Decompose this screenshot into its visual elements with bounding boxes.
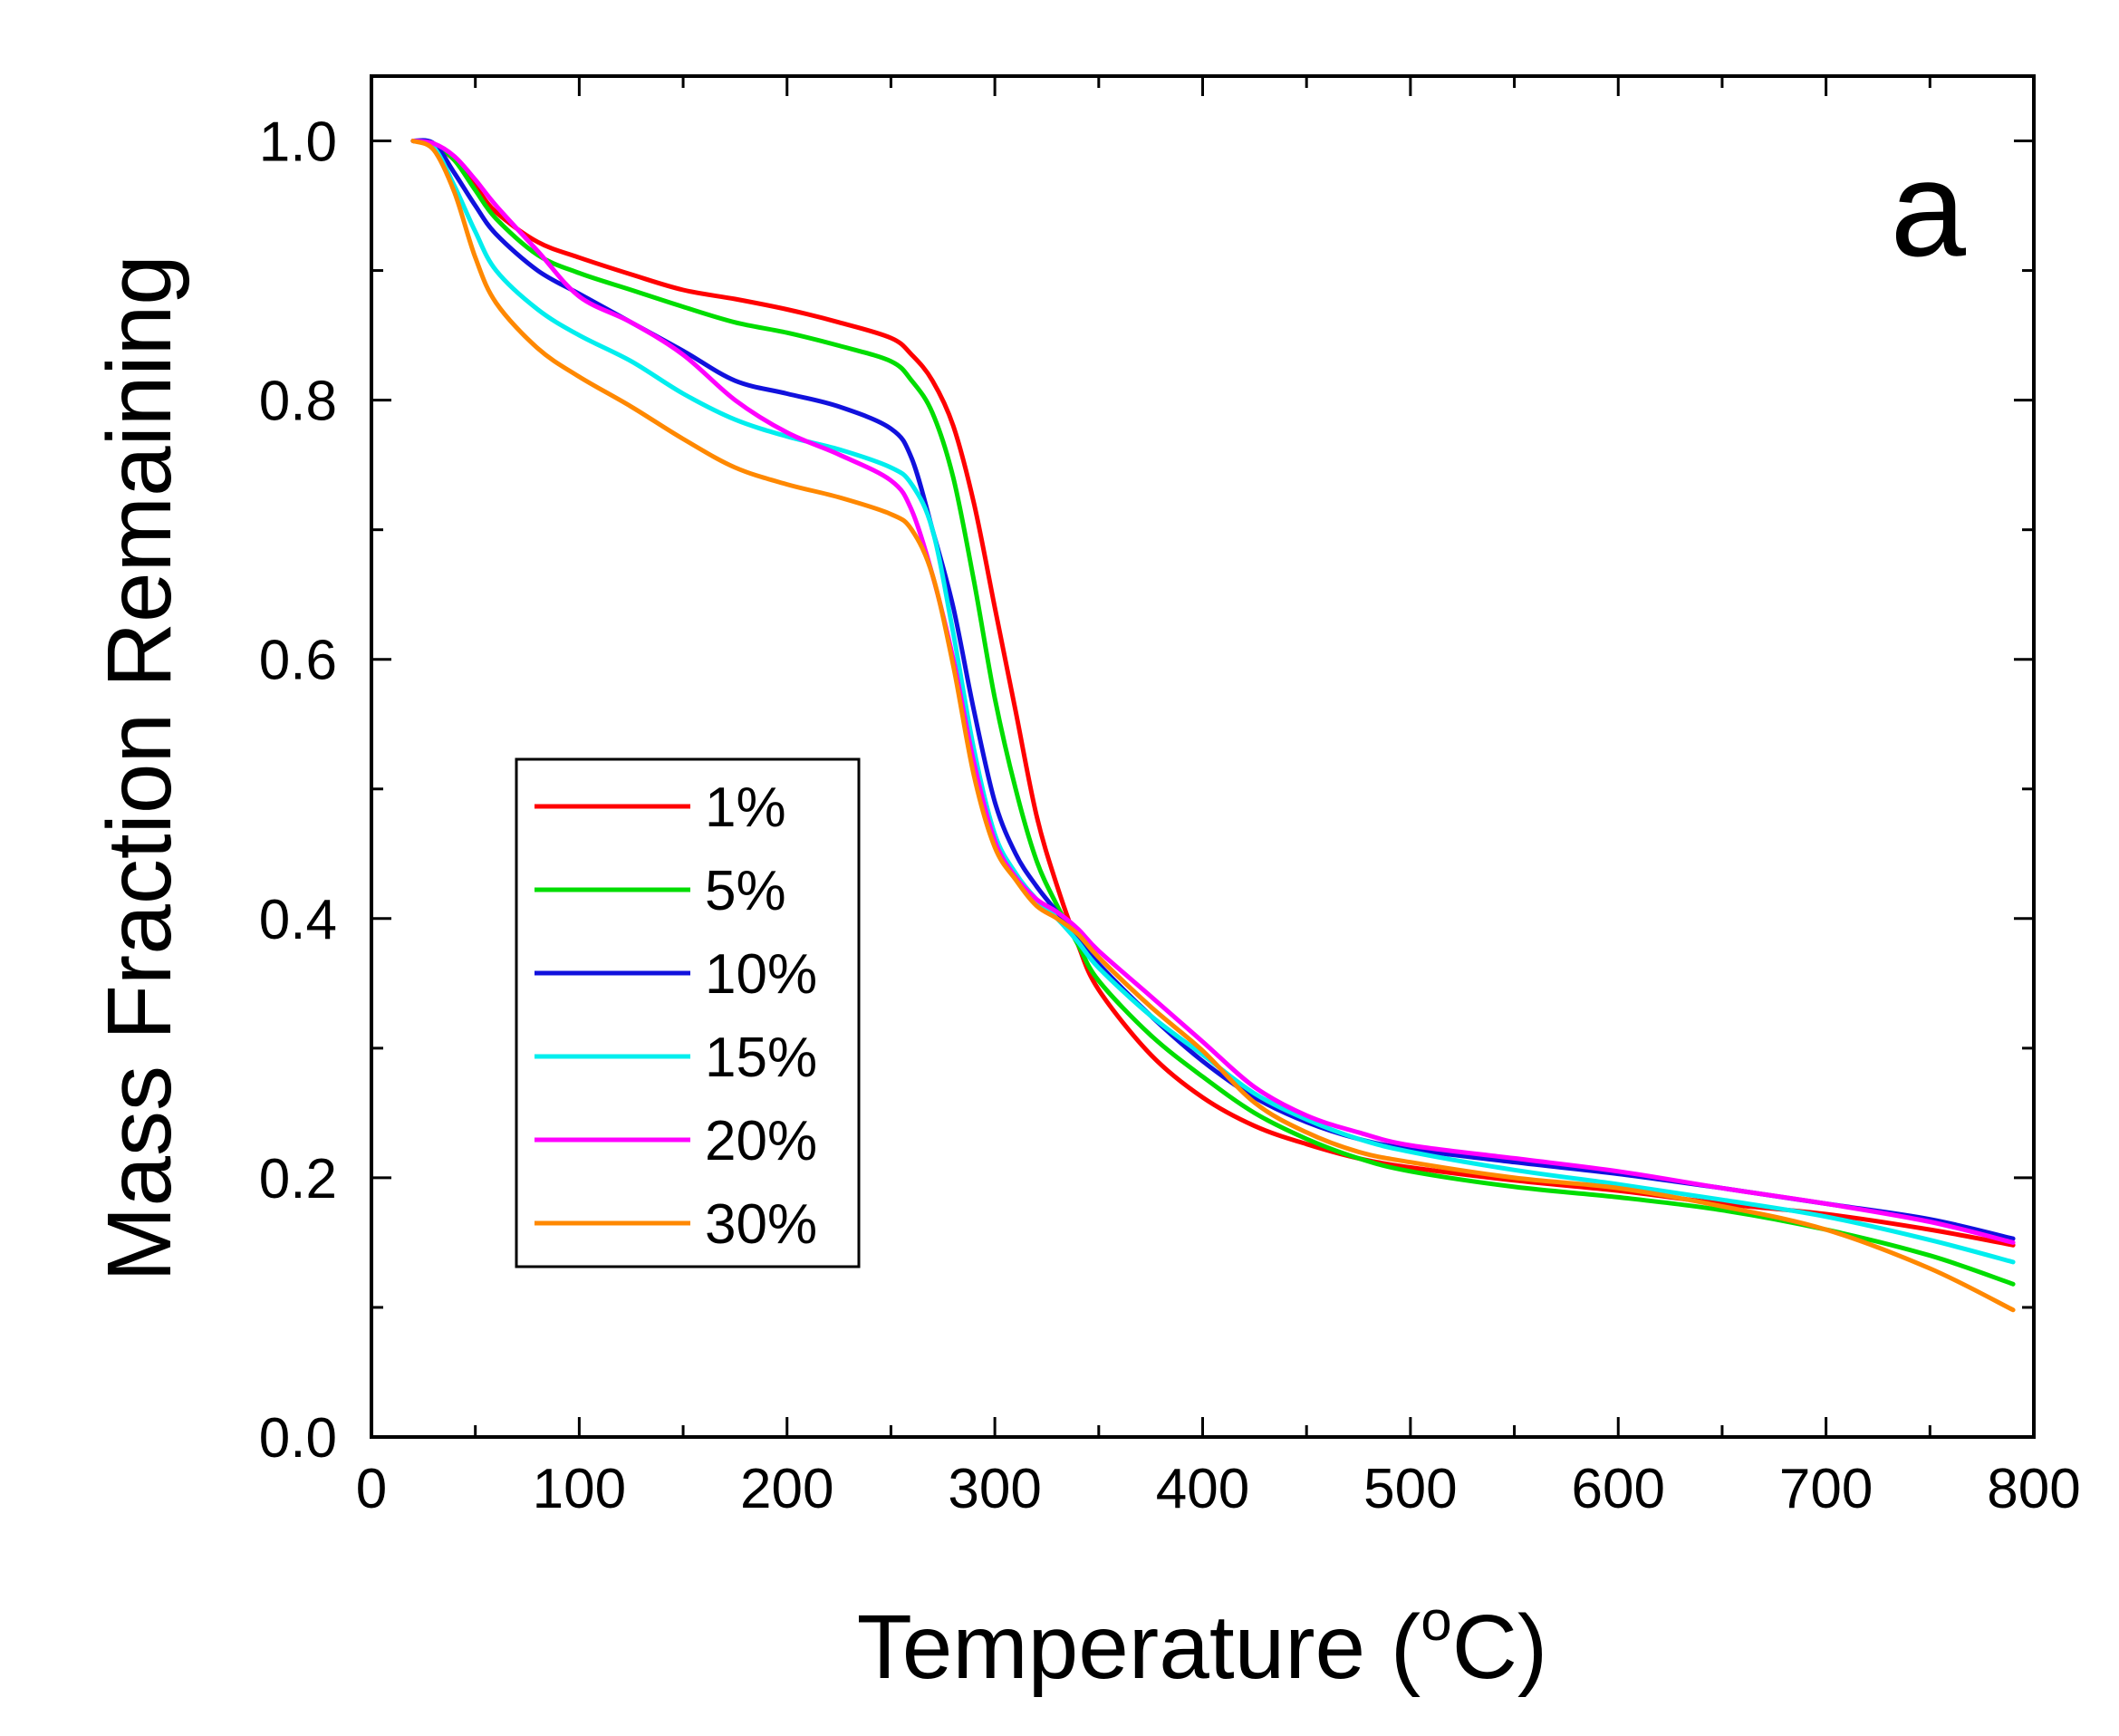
x-tick-label: 600 [1572,1458,1665,1520]
series-line-4 [410,139,2016,1265]
y-tick-label: 1.0 [259,111,337,174]
x-axis-title-degree: o [1421,1590,1451,1653]
legend-label: 5% [705,860,786,922]
axis-ticks [370,76,2036,1439]
x-tick-label: 0 [356,1458,387,1520]
y-tick-label: 0.6 [259,630,337,692]
legend-box [515,757,861,1268]
panel-label: a [1891,132,1967,285]
series-line-3 [410,138,2016,1241]
x-axis-title-main: Temperature ( [857,1596,1421,1698]
series-line-5 [410,139,2016,1245]
series-line-2 [410,139,2016,1287]
y-tick-label: 0.0 [259,1407,337,1470]
x-axis-title-unit: C) [1452,1596,1548,1698]
legend: 1% 5% 10% 15% 20% 30% [515,757,861,1268]
legend-items: 1% 5% 10% 15% 20% 30% [535,776,817,1256]
series-line-1 [410,139,2016,1248]
y-tick-label: 0.2 [259,1148,337,1210]
x-tick-label: 300 [948,1458,1041,1520]
legend-label: 10% [705,943,817,1006]
legend-label: 30% [705,1193,817,1256]
x-tick-label: 400 [1156,1458,1249,1520]
x-tick-label: 200 [740,1458,833,1520]
series-lines [410,138,2016,1313]
legend-label: 20% [705,1110,817,1172]
x-tick-label: 800 [1987,1458,2080,1520]
legend-label: 15% [705,1027,817,1089]
series-line-6 [410,139,2016,1313]
y-tick-label: 0.4 [259,889,337,951]
x-tick-label: 700 [1779,1458,1873,1520]
y-tick-label: 0.8 [259,371,337,433]
x-axis-title: Temperature (oC) [857,1590,1547,1698]
y-tick-labels: 0.0 0.2 0.4 0.6 0.8 1.0 [259,111,337,1470]
y-axis-title: Mass Fraction Remaining [89,255,190,1282]
x-tick-labels: 0 100 200 300 400 500 600 700 800 [356,1458,2081,1520]
x-tick-label: 500 [1363,1458,1457,1520]
legend-label: 1% [705,776,786,839]
x-tick-label: 100 [533,1458,626,1520]
